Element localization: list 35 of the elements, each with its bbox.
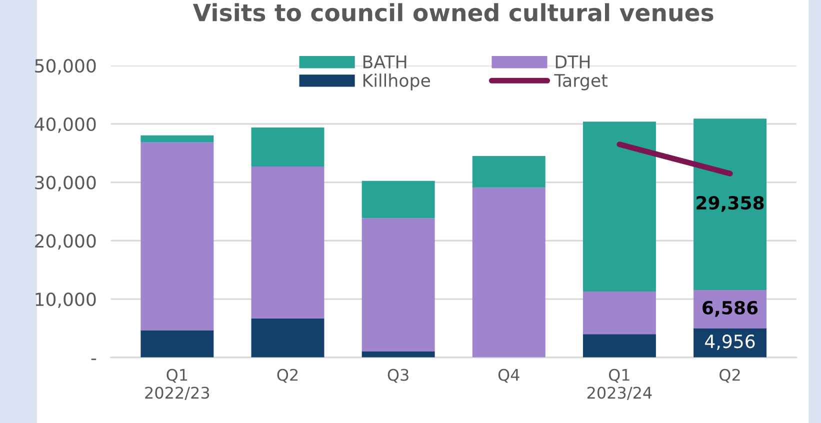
data-label: 4,956 <box>705 334 755 350</box>
y-tick-label: 40,000 <box>34 117 96 133</box>
bar <box>251 127 324 167</box>
bar <box>694 118 767 290</box>
bar <box>582 122 656 292</box>
data-label: 29,358 <box>696 196 764 212</box>
x-tick-label: Q1 2023/24 <box>587 368 652 400</box>
legend-label: DTH <box>556 56 590 68</box>
bar <box>472 156 546 188</box>
y-tick-label: 30,000 <box>35 176 96 192</box>
bar <box>472 188 546 358</box>
bar <box>582 334 656 358</box>
y-tick-label: 50,000 <box>35 59 96 75</box>
data-label: 6,586 <box>702 300 758 317</box>
x-tick-label: Q1 2022/23 <box>145 368 210 400</box>
y-tick-label: 10,000 <box>36 292 96 308</box>
legend-label: BATH <box>363 56 406 68</box>
bar <box>140 330 214 358</box>
legend-label: Target <box>554 74 608 90</box>
legend-label: Killhope <box>363 74 430 90</box>
x-tick-label: Q4 <box>498 368 520 383</box>
bar <box>251 166 324 318</box>
chart-title: Visits to council owned cultural venues <box>192 3 714 22</box>
bar <box>140 142 214 330</box>
bar <box>582 291 656 334</box>
y-tick-label: - <box>91 358 96 360</box>
bar <box>362 218 435 352</box>
bar <box>362 351 435 358</box>
x-tick-label: Q2 <box>277 368 298 383</box>
x-tick-label: Q2 <box>720 368 740 383</box>
x-tick-label: Q3 <box>388 368 408 383</box>
y-tick-label: 20,000 <box>35 234 96 250</box>
bar <box>251 318 324 358</box>
bar <box>140 135 214 142</box>
bar <box>362 180 435 218</box>
